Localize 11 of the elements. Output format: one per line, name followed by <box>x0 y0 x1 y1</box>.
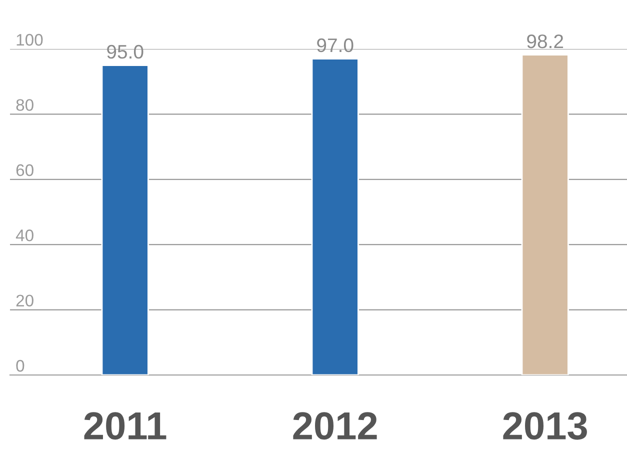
x-tick-label: 2013 <box>503 412 587 440</box>
data-label: 98.2 <box>527 34 564 48</box>
x-tick-label: 2012 <box>293 412 377 440</box>
y-tick-label: 80 <box>16 99 34 111</box>
y-tick-label: 60 <box>16 164 34 176</box>
y-tick-label: 100 <box>16 34 43 46</box>
y-tick-label: 40 <box>16 230 34 242</box>
y-tick-label: 0 <box>16 360 24 372</box>
y-tick-label: 20 <box>16 294 34 307</box>
data-label: 97.0 <box>317 38 354 52</box>
x-tick-label: 2011 <box>84 412 166 440</box>
